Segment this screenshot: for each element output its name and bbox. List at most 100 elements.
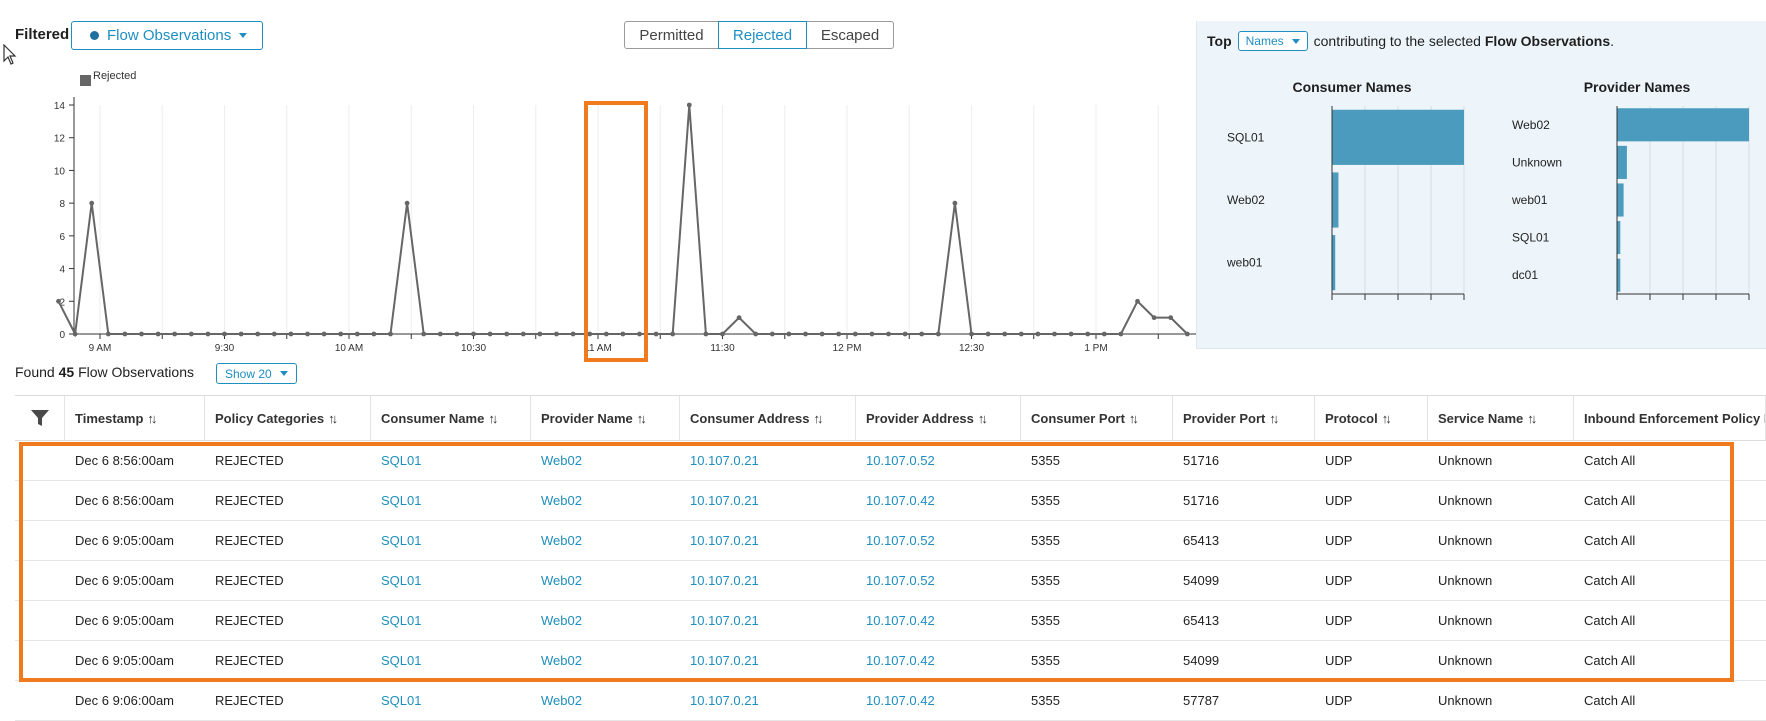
- column-header-consumer-address[interactable]: Consumer Address ↑↓: [680, 396, 856, 440]
- data-point[interactable]: [89, 200, 95, 206]
- table-cell[interactable]: 10.107.0.21: [690, 692, 759, 708]
- data-point[interactable]: [935, 331, 941, 337]
- data-point[interactable]: [1118, 331, 1124, 337]
- table-cell[interactable]: 10.107.0.42: [866, 612, 935, 628]
- data-point[interactable]: [653, 331, 659, 337]
- data-point[interactable]: [188, 331, 194, 337]
- data-point[interactable]: [271, 331, 277, 337]
- table-row[interactable]: Dec 6 9:06:00am REJECTED SQL01 Web02 10.107.…: [15, 680, 1766, 721]
- table-cell[interactable]: 10.107.0.42: [866, 692, 935, 708]
- provider-bar[interactable]: [1617, 183, 1624, 217]
- table-cell[interactable]: SQL01: [381, 652, 422, 668]
- filter-column[interactable]: [15, 396, 65, 440]
- segment-rejected[interactable]: Rejected: [718, 21, 807, 49]
- data-point[interactable]: [554, 331, 559, 337]
- table-cell[interactable]: SQL01: [381, 572, 422, 588]
- data-point[interactable]: [105, 331, 111, 337]
- data-point[interactable]: [1151, 315, 1157, 321]
- column-header-timestamp[interactable]: Timestamp ↑↓: [65, 396, 205, 440]
- data-point[interactable]: [1018, 331, 1024, 337]
- data-point[interactable]: [1068, 331, 1074, 337]
- sort-icon[interactable]: ↑↓: [813, 410, 823, 426]
- data-point[interactable]: [1002, 331, 1008, 337]
- data-point[interactable]: [172, 331, 178, 337]
- column-header-service-name[interactable]: Service Name ↑↓: [1428, 396, 1574, 440]
- column-header-protocol[interactable]: Protocol ↑↓: [1315, 396, 1428, 440]
- data-point[interactable]: [670, 331, 676, 337]
- sort-icon[interactable]: ↑↓: [1128, 410, 1139, 426]
- data-point[interactable]: [720, 331, 725, 337]
- table-row[interactable]: Dec 6 9:05:00am REJECTED SQL01 Web02 10.107.…: [15, 520, 1766, 561]
- data-point[interactable]: [72, 331, 78, 337]
- segment-permitted[interactable]: Permitted: [624, 21, 719, 49]
- table-cell[interactable]: 10.107.0.52: [866, 532, 935, 548]
- data-point[interactable]: [1052, 331, 1057, 337]
- data-point[interactable]: [288, 331, 294, 337]
- table-cell[interactable]: Web02: [541, 572, 582, 588]
- flow-observations-dropdown[interactable]: Flow Observations: [71, 21, 263, 50]
- table-cell[interactable]: Web02: [541, 652, 582, 668]
- data-point[interactable]: [869, 331, 875, 337]
- table-cell[interactable]: 10.107.0.42: [866, 652, 935, 668]
- data-point[interactable]: [122, 331, 128, 337]
- table-cell[interactable]: 10.107.0.21: [690, 652, 759, 668]
- table-row[interactable]: Dec 6 9:05:00am REJECTED SQL01 Web02 10.107.…: [15, 640, 1766, 681]
- data-point[interactable]: [1168, 315, 1174, 321]
- data-point[interactable]: [1101, 331, 1107, 337]
- data-point[interactable]: [537, 331, 543, 337]
- table-cell[interactable]: Web02: [541, 612, 582, 628]
- data-point[interactable]: [520, 331, 526, 337]
- filter-icon[interactable]: [30, 408, 50, 428]
- data-point[interactable]: [305, 331, 310, 337]
- data-point[interactable]: [139, 331, 144, 337]
- table-cell[interactable]: Web02: [541, 692, 582, 708]
- table-cell[interactable]: Web02: [541, 452, 582, 468]
- column-header-inbound-enforcement-policy-i[interactable]: Inbound Enforcement Policy I: [1574, 396, 1766, 440]
- table-cell[interactable]: Web02: [541, 492, 582, 508]
- data-point[interactable]: [454, 331, 460, 337]
- data-point[interactable]: [338, 331, 344, 337]
- data-point[interactable]: [1135, 298, 1140, 304]
- table-cell[interactable]: 10.107.0.52: [866, 572, 935, 588]
- data-point[interactable]: [985, 331, 991, 337]
- provider-bar[interactable]: [1617, 258, 1621, 292]
- data-point[interactable]: [404, 200, 410, 206]
- data-point[interactable]: [56, 298, 61, 304]
- data-point[interactable]: [902, 331, 908, 337]
- sort-icon[interactable]: ↑↓: [488, 410, 498, 426]
- table-cell[interactable]: 10.107.0.21: [690, 532, 759, 548]
- consumer-bar[interactable]: [1332, 109, 1464, 165]
- segment-escaped[interactable]: Escaped: [806, 21, 894, 49]
- provider-bar[interactable]: [1617, 221, 1621, 255]
- data-point[interactable]: [255, 331, 261, 337]
- provider-bar[interactable]: [1617, 145, 1627, 179]
- data-point[interactable]: [205, 331, 211, 337]
- data-point[interactable]: [1184, 331, 1190, 337]
- column-header-policy-categories[interactable]: Policy Categories ↑↓: [205, 396, 371, 440]
- table-cell[interactable]: SQL01: [381, 532, 422, 548]
- table-row[interactable]: Dec 6 8:56:00am REJECTED SQL01 Web02 10.107.…: [15, 480, 1766, 521]
- data-point[interactable]: [238, 331, 244, 337]
- provider-bar[interactable]: [1617, 108, 1749, 142]
- data-point[interactable]: [321, 331, 327, 337]
- data-point[interactable]: [736, 315, 742, 321]
- data-point[interactable]: [786, 331, 792, 337]
- sort-icon[interactable]: ↑↓: [1269, 410, 1279, 426]
- sort-icon[interactable]: ↑↓: [977, 410, 988, 426]
- data-point[interactable]: [919, 331, 925, 337]
- sort-icon[interactable]: ↑↓: [1527, 410, 1537, 426]
- data-point[interactable]: [471, 331, 476, 337]
- table-cell[interactable]: 10.107.0.21: [690, 452, 759, 468]
- table-cell[interactable]: SQL01: [381, 492, 422, 508]
- column-header-consumer-name[interactable]: Consumer Name ↑↓: [371, 396, 531, 440]
- table-row[interactable]: Dec 6 8:56:00am REJECTED SQL01 Web02 10.107.…: [15, 440, 1766, 481]
- data-point[interactable]: [819, 331, 825, 337]
- sort-icon[interactable]: ↑↓: [636, 410, 647, 426]
- table-cell[interactable]: SQL01: [381, 452, 422, 468]
- data-point[interactable]: [587, 331, 593, 337]
- data-point[interactable]: [388, 331, 393, 337]
- data-point[interactable]: [155, 331, 161, 337]
- table-cell[interactable]: 10.107.0.21: [690, 492, 759, 508]
- data-point[interactable]: [487, 331, 493, 337]
- data-point[interactable]: [1085, 331, 1091, 337]
